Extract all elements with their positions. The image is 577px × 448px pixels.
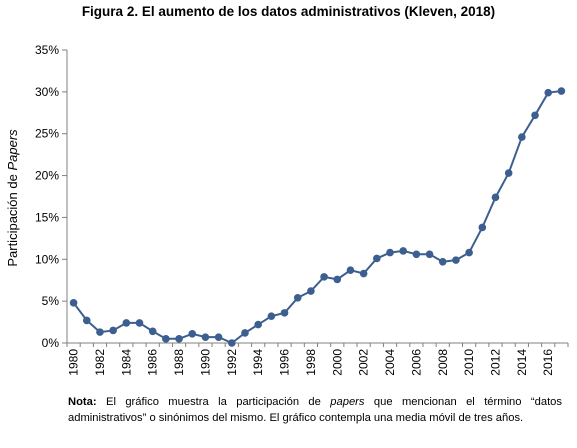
data-point: [465, 248, 473, 257]
data-point: [320, 273, 328, 281]
note-text-before: El gráfico muestra la participación de: [96, 396, 331, 408]
data-point: [438, 257, 447, 266]
x-tick-label: 1992: [225, 349, 239, 376]
x-tick-label: 1988: [172, 349, 186, 376]
data-point: [175, 335, 183, 343]
data-point: [333, 275, 342, 284]
x-tick-label: 2016: [541, 349, 555, 376]
data-point: [307, 287, 315, 295]
series-line: [72, 90, 562, 344]
data-point: [346, 266, 355, 274]
x-tick-label: 2000: [330, 349, 344, 376]
x-tick-label: 2006: [409, 349, 423, 376]
y-tick-label: 10%: [35, 252, 59, 266]
data-point: [293, 293, 302, 302]
x-tick-label: 2004: [383, 349, 397, 376]
x-tick-label: 2010: [462, 349, 476, 376]
x-tick-label: 1996: [278, 349, 292, 376]
y-tick-label: 0%: [42, 336, 60, 350]
data-point: [214, 333, 223, 341]
x-tick-label: 1986: [146, 349, 160, 376]
data-point: [82, 316, 91, 325]
y-tick-label: 30%: [35, 85, 59, 99]
figure-title: Figura 2. El aumento de los datos admini…: [81, 4, 496, 19]
y-tick-label: 25%: [35, 127, 59, 141]
data-point: [491, 193, 500, 202]
y-axis-ticks: 0% 5% 10% 15% 20% 25% 30% 35%: [35, 43, 67, 350]
data-point: [531, 111, 539, 120]
series-points: [69, 87, 566, 347]
x-tick-label: 2008: [436, 349, 450, 376]
data-point: [425, 250, 434, 259]
data-point: [544, 88, 553, 97]
data-point: [188, 329, 197, 338]
data-point: [267, 312, 276, 321]
data-point: [148, 327, 157, 336]
x-tick-label: 1994: [251, 349, 265, 376]
x-tick-label: 2014: [515, 349, 529, 376]
figure-note: Nota: El gráfico muestra la participació…: [68, 394, 562, 426]
data-point: [201, 333, 210, 341]
data-point: [162, 335, 170, 343]
x-tick-label: 1980: [67, 349, 81, 376]
y-axis-label-italic: Papers: [5, 129, 20, 171]
note-text-italic: papers: [330, 396, 365, 408]
data-point: [478, 223, 487, 232]
x-tick-label: 1990: [198, 349, 212, 376]
data-point: [135, 319, 144, 327]
data-point: [96, 328, 104, 336]
data-point: [228, 339, 236, 347]
x-tick-label: 2012: [488, 349, 502, 376]
data-point: [412, 250, 421, 259]
data-point: [504, 169, 513, 177]
data-point: [557, 87, 566, 95]
x-tick-label: 1982: [93, 349, 107, 376]
data-point: [452, 256, 460, 264]
data-point: [373, 254, 381, 263]
data-point: [399, 247, 407, 255]
data-point: [518, 133, 526, 141]
x-axis-ticks: 1980 1982 1984 1986 1988 1990 1992 1994 1996 1998…: [66, 343, 569, 376]
y-tick-label: 5%: [42, 294, 60, 308]
data-point: [69, 299, 78, 307]
data-point: [254, 320, 262, 329]
data-point: [280, 309, 289, 317]
x-tick-label: 1984: [119, 349, 133, 376]
y-axis-label-prefix: Participación de: [5, 171, 20, 267]
x-tick-label: 1998: [304, 349, 318, 376]
y-axis-label: Participación de Papers: [5, 129, 20, 267]
note-label: Nota:: [68, 396, 97, 408]
y-tick-label: 15%: [35, 210, 59, 224]
y-tick-label: 35%: [35, 43, 59, 57]
data-point: [241, 329, 249, 337]
data-point: [359, 269, 368, 278]
note-text-after: que mencionan el término “datos administ…: [68, 396, 562, 424]
data-point: [386, 248, 394, 257]
data-point: [109, 326, 117, 335]
data-point: [122, 319, 131, 327]
x-tick-label: 2002: [357, 349, 371, 376]
y-tick-label: 20%: [35, 169, 59, 183]
